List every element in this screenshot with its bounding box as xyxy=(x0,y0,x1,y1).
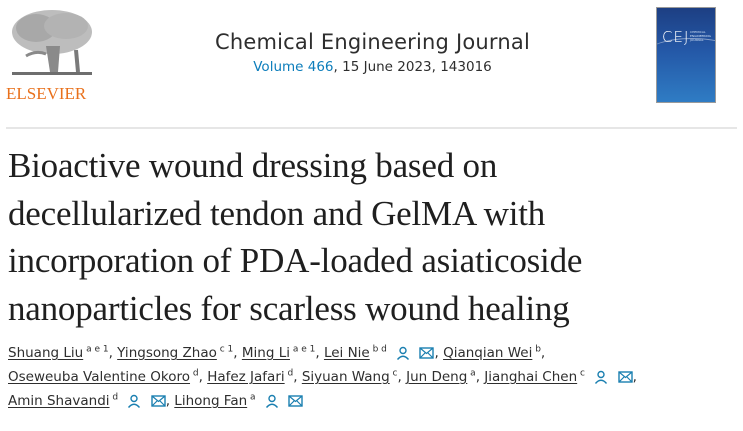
author-link[interactable]: Jianghai Chen xyxy=(484,369,578,385)
journal-cover[interactable]: CEJ CHEMICAL ENGINEERING JOURNAL xyxy=(656,7,716,103)
author-link[interactable]: Ming Li xyxy=(241,345,290,361)
mail-icon[interactable] xyxy=(617,371,633,383)
person-icon[interactable] xyxy=(127,394,141,408)
author: Ming Li a e 1 xyxy=(242,345,315,361)
journal-title[interactable]: Chemical Engineering Journal xyxy=(214,30,530,54)
affiliation-marker[interactable]: b d xyxy=(369,344,387,355)
affiliation-marker[interactable]: d xyxy=(190,368,199,379)
author-link[interactable]: Lei Nie xyxy=(323,345,370,361)
volume-link[interactable]: Volume 466 xyxy=(253,59,334,75)
author-link[interactable]: Lihong Fan xyxy=(174,393,248,409)
title-line: Bioactive wound dressing based on xyxy=(8,146,498,185)
affiliation-marker[interactable]: c 1 xyxy=(216,344,234,355)
author: Jun Deng a xyxy=(406,369,476,385)
affiliation-marker[interactable]: a e 1 xyxy=(289,344,316,355)
affiliation-marker[interactable]: a e 1 xyxy=(83,344,109,355)
author: Jianghai Chen c xyxy=(484,368,633,385)
author-link[interactable]: Shuang Liu xyxy=(8,345,84,361)
journal-info: Chemical Engineering Journal Volume 466,… xyxy=(200,30,545,75)
author-link[interactable]: Yingsong Zhao xyxy=(117,345,217,361)
cover-subtitle: CHEMICAL ENGINEERING JOURNAL xyxy=(690,30,711,42)
affiliation-marker[interactable]: b xyxy=(532,344,541,355)
article-header: ELSEVIER Chemical Engineering Journal Vo… xyxy=(0,0,743,104)
person-icon[interactable] xyxy=(594,370,608,384)
person-icon[interactable] xyxy=(396,346,410,360)
author: Lihong Fan a xyxy=(174,393,303,409)
author-list: Shuang Liu a e 1, Yingsong Zhao c 1, Min… xyxy=(8,344,637,409)
elsevier-wordmark: ELSEVIER xyxy=(6,84,87,103)
cover-title: CEJ xyxy=(662,28,690,46)
person-icon[interactable] xyxy=(265,394,279,408)
author: Qianqian Wei b xyxy=(443,345,541,361)
author: Amin Shavandi d xyxy=(8,393,166,409)
author-link[interactable]: Siyuan Wang xyxy=(301,369,390,385)
journal-issue: Volume 466, 15 June 2023, 143016 xyxy=(200,59,545,75)
header-divider xyxy=(6,127,737,129)
mail-icon[interactable] xyxy=(419,347,435,359)
affiliation-marker[interactable]: c xyxy=(389,368,398,379)
affiliation-marker[interactable]: a xyxy=(467,368,476,379)
author: Oseweuba Valentine Okoro d xyxy=(8,369,199,385)
title-line: decellularized tendon and GelMA with xyxy=(8,193,546,233)
author-link[interactable]: Jun Deng xyxy=(406,369,468,385)
author: Hafez Jafari d xyxy=(207,369,293,385)
affiliation-marker[interactable]: a xyxy=(247,392,256,403)
article-title: Bioactive wound dressing based on decellu… xyxy=(8,142,648,332)
affiliation-marker[interactable]: d xyxy=(284,368,294,379)
author: Siyuan Wang c xyxy=(302,369,398,385)
author-link[interactable]: Hafez Jafari xyxy=(207,369,285,385)
author: Yingsong Zhao c 1 xyxy=(117,345,233,361)
author: Shuang Liu a e 1 xyxy=(8,345,109,361)
mail-icon[interactable] xyxy=(151,395,166,407)
elsevier-logo[interactable]: ELSEVIER xyxy=(6,6,98,103)
title-line: nanoparticles for scarless wound healing xyxy=(8,288,570,328)
elsevier-tree-icon xyxy=(12,10,92,75)
author-link[interactable]: Amin Shavandi xyxy=(8,393,110,409)
author: Lei Nie b d xyxy=(324,345,435,361)
affiliation-marker[interactable]: d xyxy=(109,392,119,403)
title-line: incorporation of PDA-loaded asiaticoside xyxy=(8,241,583,280)
author-link[interactable]: Qianqian Wei xyxy=(443,345,533,361)
cover-wave-decoration xyxy=(657,38,715,69)
issue-date: , 15 June 2023, 143016 xyxy=(333,59,492,75)
author-link[interactable]: Oseweuba Valentine Okoro xyxy=(8,369,191,385)
affiliation-marker[interactable]: c xyxy=(577,368,585,379)
mail-icon[interactable] xyxy=(288,395,303,407)
